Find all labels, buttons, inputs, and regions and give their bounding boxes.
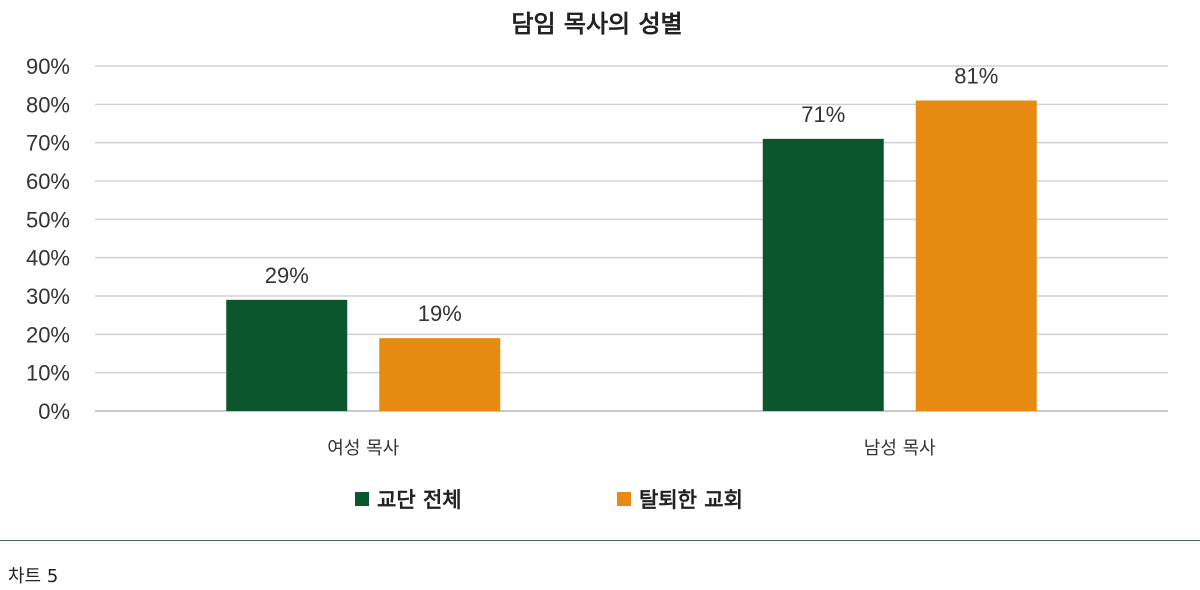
legend-label: 교단 전체 [377,488,462,512]
bars [226,100,1037,412]
bar [762,138,884,412]
divider-line [0,540,1200,541]
y-tick-label: 20% [26,322,70,347]
y-tick-label: 50% [26,207,70,232]
bar [915,100,1037,411]
x-category-label: 여성 목사 [327,438,399,459]
legend: 교단 전체 탈퇴한 교회 [355,488,743,512]
y-tick-label: 70% [26,131,70,156]
y-axis-ticks: 0% 10% 20% 30% 40% 50% 60% 70% 80% 90% [26,54,70,424]
y-tick-label: 30% [26,284,70,309]
bar-chart: 담임 목사의 성별 0%10%20%30%40%50%60%70%80%90% … [26,10,1168,512]
legend-label: 탈퇴한 교회 [639,488,743,512]
bar [379,338,501,411]
y-tick-label: 10% [26,361,70,386]
legend-swatch [617,492,631,506]
y-tick-label: 60% [26,169,70,194]
data-label: 81% [954,64,998,89]
chart-title: 담임 목사의 성별 [511,10,682,38]
chart-caption: 차트 5 [8,566,59,587]
x-axis-categories: 여성 목사 남성 목사 [327,438,936,459]
legend-swatch [355,492,369,506]
data-labels: 29% 19% 71% 81% [265,64,999,327]
bar [226,299,348,411]
y-tick-label: 80% [26,92,70,117]
y-tick-label: 90% [26,54,70,79]
data-label: 29% [265,263,309,288]
x-category-label: 남성 목사 [864,438,936,459]
data-label: 71% [801,102,845,127]
y-tick-label: 40% [26,246,70,271]
y-tick-label: 0% [38,399,70,424]
data-label: 19% [418,301,462,326]
